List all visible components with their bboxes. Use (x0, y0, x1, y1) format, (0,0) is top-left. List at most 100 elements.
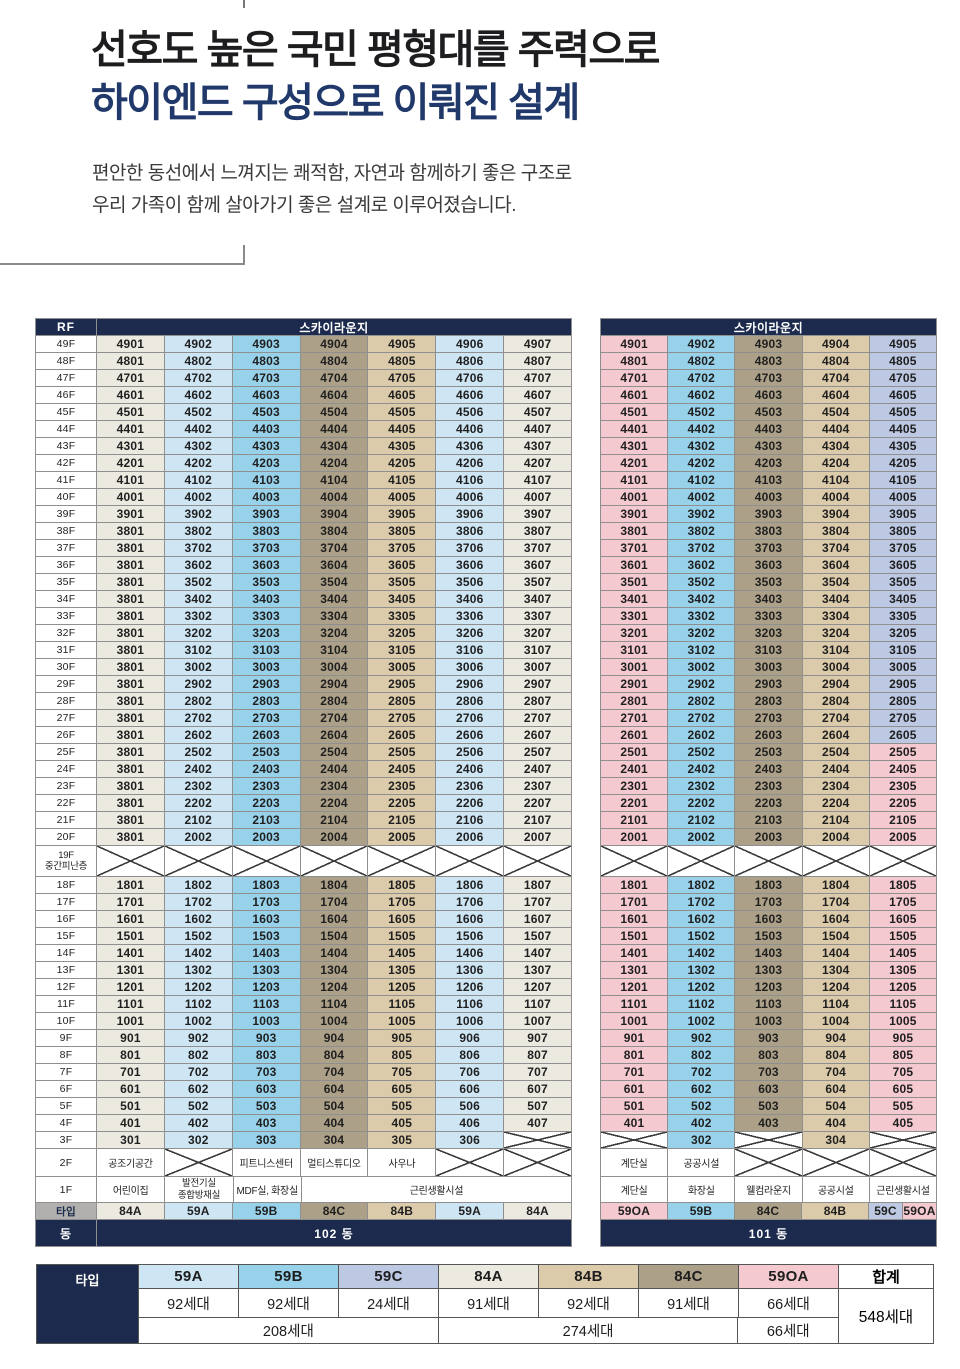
unit-cell: 1603 (232, 911, 300, 927)
unit-cell: 2902 (164, 676, 232, 692)
unit-cell: 1101 (97, 996, 164, 1012)
crossed-cell (436, 1149, 504, 1176)
table-row: 59OA 59B 84C 84B 59C 59OA (601, 1203, 936, 1219)
unit-cell: 3406 (436, 591, 504, 607)
unit-cell: 3006 (436, 659, 504, 675)
unit-cell: 2904 (300, 676, 368, 692)
unit-cell: 4505 (368, 404, 436, 420)
unit-cell: 4404 (300, 421, 368, 437)
unit-cell: 1802 (668, 877, 735, 893)
unit-cell: 902 (164, 1030, 232, 1046)
unit-cell: 2101 (601, 812, 668, 828)
unit-cell: 4901 (97, 336, 164, 352)
legend-type-cell: 59C (339, 1265, 438, 1288)
unit-cell: 2904 (802, 676, 869, 692)
table-row: 27F 3801 2702 2703 2704 2705 2706 2707 (36, 710, 572, 726)
unit-cell: 4503 (232, 404, 300, 420)
unit-cell: 3801 (97, 676, 164, 692)
unit-cell: 4401 (97, 421, 164, 437)
legend-type-cell: 59B (239, 1265, 338, 1288)
unit-cell: 3603 (232, 557, 300, 573)
unit-cell: 2301 (601, 778, 668, 794)
unit-cell: 1604 (300, 911, 368, 927)
unit-cell: 805 (869, 1047, 937, 1063)
table-row: 2801 2802 2803 2804 2805 (601, 693, 937, 709)
unit-cell: 4507 (504, 404, 572, 420)
unit-cell: 3503 (735, 574, 802, 590)
unit-cell: 605 (368, 1081, 436, 1097)
floor-label: 7F (36, 1064, 96, 1080)
table-row: 14F 1401 1402 1403 1404 1405 1406 1407 (36, 945, 572, 961)
table-row: 3501 3502 3503 3504 3505 (601, 574, 937, 590)
unit-cell: 3903 (735, 506, 802, 522)
table-row: 40F 4001 4002 4003 4004 4005 4006 4007 (36, 489, 572, 505)
table-row: 45F 4501 4502 4503 4504 4505 4506 4507 (36, 404, 572, 420)
unit-cell: 2903 (735, 676, 802, 692)
legend-group-row: 208세대 274세대 66세대 (139, 1318, 839, 1343)
unit-cell: 3503 (232, 574, 300, 590)
unit-cell: 1101 (601, 996, 668, 1012)
unit-cell: 4907 (504, 336, 572, 352)
unit-cell: 2901 (601, 676, 668, 692)
unit-cell: 84B (802, 1203, 868, 1219)
unit-cell: 4003 (735, 489, 802, 505)
unit-cell: 2805 (869, 693, 937, 709)
unit-cell: 1304 (300, 962, 368, 978)
crossed-cell (368, 846, 436, 876)
table-row: 36F 3801 3602 3603 3604 3605 3606 3607 (36, 557, 572, 573)
unit-cell: 606 (436, 1081, 504, 1097)
unit-cell: 4204 (300, 455, 368, 471)
unit-cell: 1702 (668, 894, 735, 910)
unit-cell: 1503 (232, 928, 300, 944)
unit-cell: 1705 (869, 894, 937, 910)
table-row: 3601 3602 3603 3604 3605 (601, 557, 937, 573)
table-row: 13F 1301 1302 1303 1304 1305 1306 1307 (36, 962, 572, 978)
unit-cell: 3705 (368, 540, 436, 556)
unit-cell: 3801 (97, 795, 164, 811)
table-row: 계단실 화장실 웰컴라운지 공공시설 근린생활시설 (601, 1177, 937, 1202)
legend-count-row: 92세대 92세대 24세대 91세대 92세대 91세대 66세대 (139, 1289, 838, 1317)
table-row: 3201 3202 3203 3204 3205 (601, 625, 937, 641)
unit-cell: 1801 (601, 877, 668, 893)
unit-cell: 1103 (232, 996, 300, 1012)
table-row: 43F 4301 4302 4303 4304 4305 4306 4307 (36, 438, 572, 454)
unit-cell: 59OA (601, 1203, 667, 1219)
unit-cell: 3403 (232, 591, 300, 607)
unit-cell: 2104 (300, 812, 368, 828)
unit-cell: 4803 (735, 353, 802, 369)
unit-cell: 2004 (802, 829, 869, 845)
unit-cell: 2203 (232, 795, 300, 811)
unit-cell: 1605 (368, 911, 436, 927)
dong-value: 102 동 (97, 1220, 571, 1246)
floor-label: 39F (36, 506, 96, 522)
unit-cell: 3303 (735, 608, 802, 624)
unit-cell: 4804 (802, 353, 869, 369)
unit-cell: 3704 (300, 540, 368, 556)
unit-cell: 3805 (869, 523, 937, 539)
unit-cell: 2602 (164, 727, 232, 743)
crossed-cell (300, 846, 368, 876)
table-row: 5F 501 502 503 504 505 506 507 (36, 1098, 572, 1114)
floor-label: 6F (36, 1081, 96, 1097)
unit-cell: 4604 (300, 387, 368, 403)
legend-type-cell: 84B (539, 1265, 638, 1288)
floor-label: 30F (36, 659, 96, 675)
unit-cell: 3801 (97, 812, 164, 828)
unit-cell: 1003 (232, 1013, 300, 1029)
unit-cell: 702 (668, 1064, 735, 1080)
unit-cell: 807 (504, 1047, 572, 1063)
unit-cell: 406 (436, 1115, 504, 1131)
unit-cell: 2002 (164, 829, 232, 845)
unit-cell: 3203 (232, 625, 300, 641)
unit-cell: 1103 (735, 996, 802, 1012)
unit-cell: 4101 (601, 472, 668, 488)
table-row: 1301 1302 1303 1304 1305 (601, 962, 937, 978)
unit-cell: 2502 (164, 744, 232, 760)
unit-cell: 3003 (232, 659, 300, 675)
crossed-cell (802, 846, 869, 876)
unit-cell: 사우나 (368, 1149, 436, 1176)
unit-cell: 웰컴라운지 (735, 1177, 802, 1202)
unit-cell: 4803 (232, 353, 300, 369)
floor-label: 43F (36, 438, 96, 454)
floor-label: 15F (36, 928, 96, 944)
